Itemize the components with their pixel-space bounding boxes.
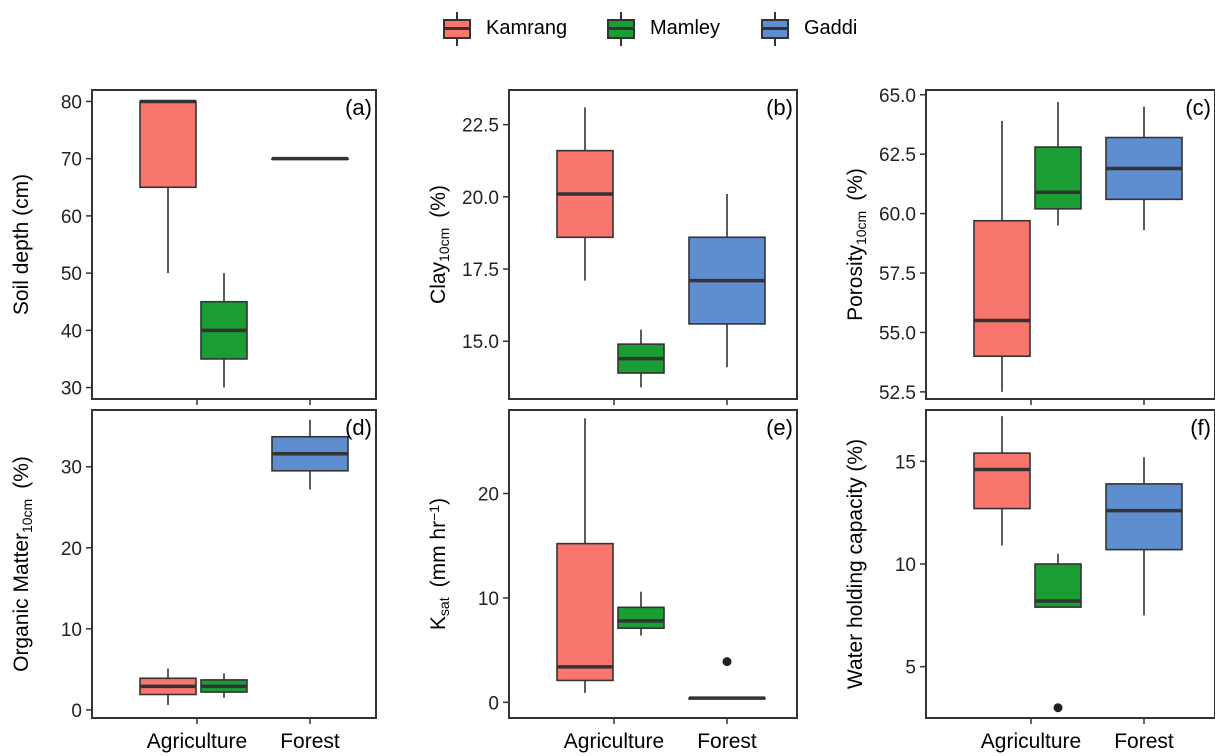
- panel-border: [508, 409, 798, 719]
- box-body: [973, 452, 1031, 510]
- box-mamley: [1034, 553, 1082, 713]
- y-tick-label: 20: [478, 485, 499, 506]
- panel-e: 0 10 20 Agriculture Forest (e) Ksat(mm hr−1): [426, 409, 798, 753]
- box-kamrang: [139, 99, 197, 274]
- box-gaddi: [688, 657, 766, 700]
- box-gaddi: [1105, 106, 1183, 231]
- x-tick-label: Forest: [1114, 730, 1174, 753]
- box-gaddi: [271, 156, 349, 161]
- box-mamley: [200, 673, 248, 698]
- y-tick-label: 57.5: [879, 264, 916, 285]
- panel-a: 30 40 50 60 70 80 (a) Soil depth (cm): [10, 89, 377, 405]
- box-gaddi: [271, 419, 349, 490]
- legend-item-kamrang: Kamrang: [438, 8, 567, 48]
- y-tick-label: 20.0: [462, 188, 499, 209]
- box-kamrang: [139, 668, 197, 706]
- y-tick-label: 15.0: [462, 332, 499, 353]
- box-kamrang: [973, 120, 1031, 392]
- y-tick-label: 10: [61, 620, 82, 641]
- y-tick-label: 20: [61, 539, 82, 560]
- y-tick-label: 30: [61, 379, 82, 400]
- panel-label: (e): [766, 415, 793, 440]
- panel-border: [91, 89, 377, 400]
- y-tick-label: 65.0: [879, 86, 916, 107]
- legend-label-gaddi: Gaddi: [804, 16, 858, 39]
- legend-key-kamrang: [438, 10, 478, 46]
- y-axis-title: Organic Matter10cm(%): [10, 456, 35, 672]
- y-tick-label: 60.0: [879, 205, 916, 226]
- panel-b: 15.0 17.5 20.0 22.5 (b) Clay10cm(%): [427, 89, 798, 405]
- box-body: [973, 219, 1031, 358]
- y-tick-label: 80: [61, 92, 82, 113]
- y-tick-label: 22.5: [462, 116, 499, 137]
- y-tick-label: 10: [478, 589, 499, 610]
- y-axis-title: Water holding capacity (%): [844, 439, 867, 689]
- y-tick-label: 5: [905, 658, 916, 679]
- legend-key-gaddi: [756, 10, 796, 46]
- legend-item-mamley: Mamley: [602, 8, 720, 48]
- legend: Kamrang Mamley Gaddi: [0, 0, 1215, 56]
- y-tick-label: 10: [895, 555, 916, 576]
- panel-label: (c): [1185, 95, 1211, 120]
- panel-border: [508, 89, 798, 400]
- legend-key-mamley: [602, 10, 642, 46]
- y-tick-label: 15: [895, 452, 916, 473]
- y-tick-label: 50: [61, 264, 82, 285]
- panel-label: (f): [1190, 415, 1211, 440]
- panel-label: (a): [345, 95, 372, 120]
- x-tick-label: Agriculture: [564, 730, 664, 753]
- box-body: [139, 100, 197, 189]
- outlier-point: [1053, 703, 1063, 713]
- box-kamrang: [973, 416, 1031, 546]
- box-body: [1105, 483, 1183, 551]
- legend-item-gaddi: Gaddi: [756, 8, 857, 48]
- x-tick-label: Agriculture: [981, 730, 1081, 753]
- box-kamrang: [556, 418, 614, 693]
- y-tick-label: 62.5: [879, 145, 916, 166]
- y-axis-title: Ksat(mm hr−1): [426, 498, 452, 630]
- panel-label: (b): [766, 95, 793, 120]
- y-axis-title: Soil depth (cm): [10, 174, 33, 315]
- y-tick-label: 52.5: [879, 383, 916, 404]
- y-tick-label: 60: [61, 207, 82, 228]
- y-axis-title: Porosity10cm(%): [844, 168, 869, 321]
- x-tick-label: Forest: [280, 730, 340, 753]
- y-axis-title: Clay10cm(%): [427, 185, 452, 304]
- y-tick-label: 40: [61, 321, 82, 342]
- legend-label-mamley: Mamley: [650, 16, 721, 39]
- panel-f: 5 10 15 Agriculture Forest (f) Water holding c…: [844, 409, 1215, 753]
- panel-border: [91, 409, 377, 719]
- y-tick-label: 70: [61, 150, 82, 171]
- box-mamley: [617, 591, 665, 636]
- y-tick-label: 55.0: [879, 323, 916, 344]
- box-mamley: [1034, 101, 1082, 226]
- box-body: [556, 542, 614, 682]
- y-tick-label: 0: [71, 701, 82, 722]
- legend-label-kamrang: Kamrang: [486, 16, 568, 39]
- panel-label: (d): [345, 415, 372, 440]
- x-tick-label: Agriculture: [147, 730, 247, 753]
- y-tick-label: 30: [61, 458, 82, 479]
- panel-border: [925, 89, 1215, 400]
- x-tick-label: Forest: [697, 730, 757, 753]
- panel-c: 52.5 55.0 57.5 60.0 62.5 65.0 (c) Porosity10cm(…: [844, 86, 1215, 405]
- box-mamley: [617, 329, 665, 388]
- y-tick-label: 0: [488, 693, 499, 714]
- outlier-point: [722, 657, 732, 667]
- box-body: [1034, 146, 1082, 210]
- box-gaddi: [1105, 457, 1183, 616]
- box-mamley: [200, 273, 248, 388]
- y-tick-label: 17.5: [462, 260, 499, 281]
- box-kamrang: [556, 107, 614, 281]
- box-body: [617, 606, 665, 630]
- panel-d: 0 10 20 30 Agriculture Forest (d) Organic Matte…: [10, 409, 377, 753]
- box-gaddi: [688, 193, 766, 368]
